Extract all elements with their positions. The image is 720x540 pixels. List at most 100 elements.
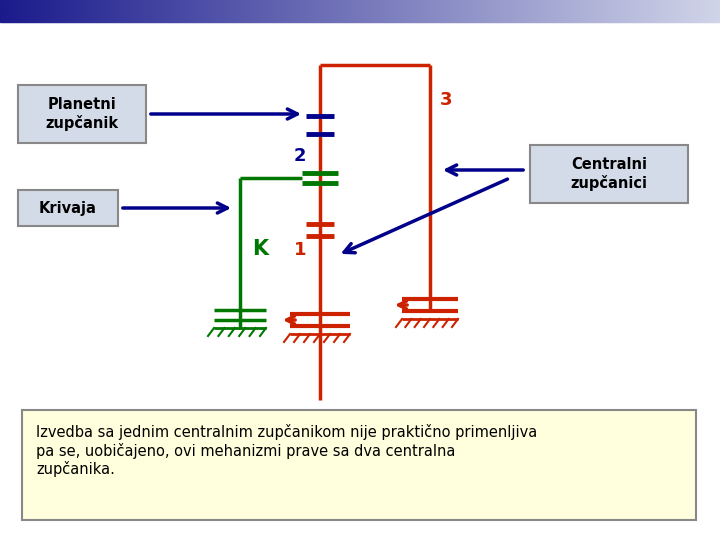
Bar xyxy=(508,0,509,22)
Bar xyxy=(471,0,472,22)
Bar xyxy=(307,0,308,22)
Bar xyxy=(701,0,702,22)
Bar xyxy=(350,0,351,22)
Bar xyxy=(699,0,700,22)
Bar xyxy=(95,0,96,22)
Text: 1: 1 xyxy=(294,241,306,259)
Bar xyxy=(522,0,523,22)
Bar xyxy=(449,0,450,22)
Bar xyxy=(188,0,189,22)
Bar xyxy=(389,0,390,22)
Bar xyxy=(402,0,403,22)
Bar xyxy=(684,0,685,22)
Bar xyxy=(53,0,54,22)
Bar xyxy=(14,0,15,22)
Bar xyxy=(680,0,681,22)
Bar xyxy=(223,0,224,22)
Bar xyxy=(81,0,82,22)
Bar xyxy=(147,0,148,22)
Bar xyxy=(478,0,479,22)
Bar xyxy=(163,0,164,22)
Bar xyxy=(273,0,274,22)
Bar xyxy=(709,0,710,22)
Bar xyxy=(677,0,678,22)
Bar xyxy=(518,0,519,22)
Bar xyxy=(380,0,381,22)
Bar xyxy=(201,0,202,22)
Bar xyxy=(583,0,584,22)
Bar xyxy=(500,0,501,22)
Bar xyxy=(448,0,449,22)
Bar xyxy=(261,0,262,22)
Bar xyxy=(305,0,306,22)
Bar xyxy=(537,0,538,22)
Text: Izvedba sa jednim centralnim zupčanikom nije praktično primenljiva
pa se, uobiča: Izvedba sa jednim centralnim zupčanikom … xyxy=(36,424,537,477)
Bar xyxy=(416,0,417,22)
Bar xyxy=(702,0,703,22)
Bar xyxy=(386,0,387,22)
Bar xyxy=(483,0,484,22)
Bar xyxy=(660,0,661,22)
Bar xyxy=(619,0,620,22)
Bar xyxy=(309,0,310,22)
Bar xyxy=(603,0,604,22)
Bar xyxy=(463,0,464,22)
Bar xyxy=(618,0,619,22)
Bar xyxy=(266,0,267,22)
Bar xyxy=(30,0,31,22)
Bar xyxy=(381,0,382,22)
Bar xyxy=(98,0,99,22)
Bar xyxy=(459,0,460,22)
Bar xyxy=(136,0,137,22)
Bar xyxy=(347,0,348,22)
Bar xyxy=(554,0,555,22)
Bar xyxy=(565,0,566,22)
Bar xyxy=(154,0,155,22)
Bar xyxy=(672,0,673,22)
Bar xyxy=(636,0,637,22)
Bar xyxy=(348,0,349,22)
Bar xyxy=(570,0,571,22)
Bar xyxy=(580,0,581,22)
Bar xyxy=(501,0,502,22)
Bar xyxy=(270,0,271,22)
Bar xyxy=(539,0,540,22)
Bar xyxy=(153,0,154,22)
Bar xyxy=(171,0,172,22)
Bar xyxy=(308,0,309,22)
Bar xyxy=(60,0,61,22)
Bar xyxy=(141,0,142,22)
Bar xyxy=(123,0,124,22)
Bar xyxy=(482,0,483,22)
Bar xyxy=(427,0,428,22)
Bar xyxy=(476,0,477,22)
Bar xyxy=(58,0,59,22)
Bar xyxy=(103,0,104,22)
Bar xyxy=(498,0,499,22)
Bar xyxy=(113,0,114,22)
Bar xyxy=(254,0,255,22)
Bar xyxy=(582,0,583,22)
Bar xyxy=(646,0,647,22)
Bar xyxy=(101,0,102,22)
Bar xyxy=(513,0,514,22)
Bar xyxy=(504,0,505,22)
Bar xyxy=(535,0,536,22)
Bar xyxy=(204,0,205,22)
Bar xyxy=(339,0,340,22)
Bar xyxy=(18,190,118,226)
Bar xyxy=(290,0,291,22)
Bar xyxy=(108,0,109,22)
Bar xyxy=(638,0,639,22)
Bar xyxy=(403,0,404,22)
Bar xyxy=(179,0,180,22)
Bar xyxy=(455,0,456,22)
Bar xyxy=(96,0,97,22)
Bar xyxy=(65,0,66,22)
Bar xyxy=(74,0,75,22)
Bar xyxy=(509,0,510,22)
Bar xyxy=(337,0,338,22)
Bar xyxy=(216,0,217,22)
Bar xyxy=(301,0,302,22)
Bar xyxy=(623,0,624,22)
